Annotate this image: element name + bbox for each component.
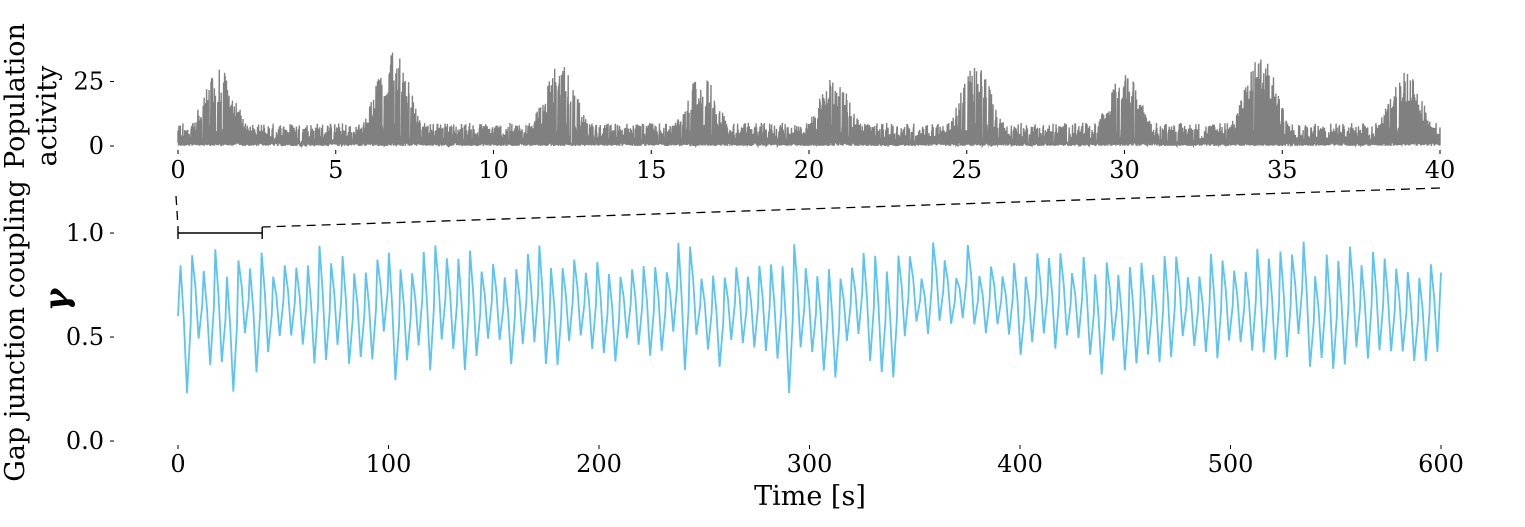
zoom-left-dashed-line: [175, 195, 179, 228]
bottom-ylabel: Gap junction coupling: [0, 180, 31, 482]
bottom-xtick-label: 200: [576, 450, 622, 478]
top-ylabel-line1: Population: [0, 23, 31, 169]
gap-junction-coupling-panel: 0.0 0.5 1.0 0 100 200 300 400 500 600 Gap juncti…: [0, 180, 1464, 512]
top-xtick-label: 20: [794, 156, 825, 184]
bottom-x-ticks: 0 100 200 300 400 500 600: [170, 445, 1464, 478]
top-xtick-label: 10: [478, 156, 509, 184]
bottom-ytick-label: 0.5: [66, 323, 104, 351]
top-xtick-label: 5: [328, 156, 343, 184]
top-ylabel-line2: activity: [32, 65, 63, 166]
top-y-ticks: 0 25: [73, 68, 114, 160]
top-xtick-label: 40: [1425, 156, 1456, 184]
gamma-line: [177, 241, 1442, 394]
bottom-xtick-label: 400: [997, 450, 1043, 478]
bottom-ylabel-symbol: γ: [37, 287, 77, 311]
bottom-xtick-label: 600: [1418, 450, 1464, 478]
bottom-xtick-label: 100: [366, 450, 412, 478]
top-xtick-label: 15: [636, 156, 667, 184]
top-x-ticks: 0 5 10 15 20 25 30 35 40: [170, 150, 1455, 184]
bottom-y-ticks: 0.0 0.5 1.0: [66, 219, 114, 455]
zoom-right-dashed-line: [262, 187, 1441, 228]
top-xtick-label: 30: [1109, 156, 1140, 184]
bottom-xtick-label: 0: [170, 450, 185, 478]
top-ytick-label: 0: [89, 132, 104, 160]
bottom-xlabel: Time [s]: [754, 481, 866, 512]
population-activity-line: [177, 52, 1441, 149]
bottom-xtick-label: 500: [1208, 450, 1254, 478]
bottom-ytick-label: 0.0: [66, 427, 104, 455]
bottom-xtick-label: 300: [787, 450, 833, 478]
population-activity-panel: 0 25 0 5 10 15 20 25 30 35 40 Population activity: [0, 23, 1455, 184]
zoom-connector: [175, 187, 1441, 239]
bottom-ytick-label: 1.0: [66, 219, 104, 247]
top-xtick-label: 25: [951, 156, 982, 184]
top-xtick-label: 0: [170, 156, 185, 184]
top-ytick-label: 25: [73, 68, 104, 96]
top-xtick-label: 35: [1267, 156, 1298, 184]
